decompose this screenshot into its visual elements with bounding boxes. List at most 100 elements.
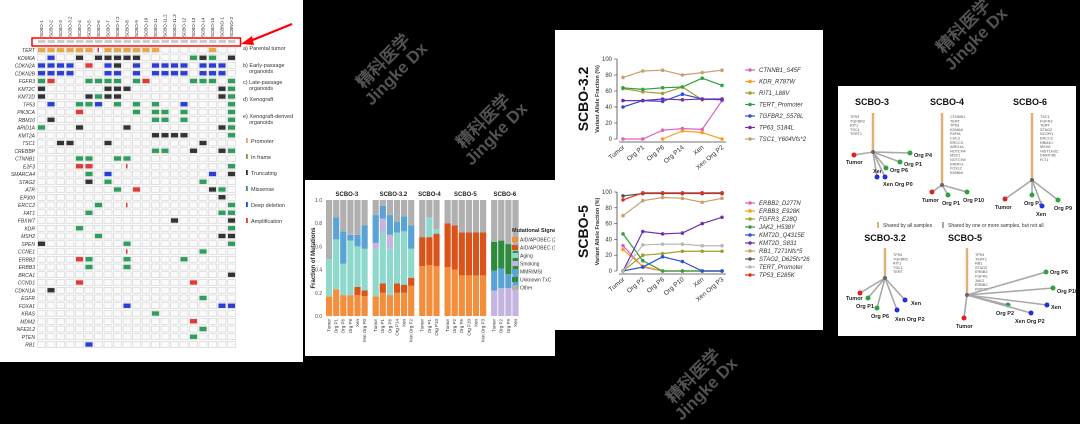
gene-label: ERBB3 [19,265,36,271]
gene-label: KMT2A [18,133,35,139]
oncoprint-cell [103,194,113,201]
sample-node [883,165,889,171]
oncoprint-cell [217,341,227,348]
x-tick-label: Org P2 [499,319,504,334]
data-point [660,91,665,96]
oncoprint-cell [75,294,84,302]
oncoprint-cell [151,155,160,162]
bar-segment [401,284,408,293]
oncoprint-cell [227,333,236,340]
sample-code-cell [180,40,188,43]
mutation-type-label: Missense [251,187,274,193]
bar-segment [386,215,393,235]
gene-label: MDM2 [20,319,35,325]
oncoprint-cell [141,54,151,61]
mutation-mark [180,71,188,76]
gene-label: CCND1 [18,281,35,287]
oncoprint-cell [189,85,198,92]
oncoprint-cell [113,209,122,216]
oncoprint-cell [217,240,227,247]
oncoprint-cell [65,263,75,271]
sample-code-cell [76,40,84,43]
mutation-mark [95,233,102,239]
oncoprint-cell [170,186,179,193]
x-tick-label: Org P6 [459,319,464,334]
oncoprint-cell [217,132,227,139]
oncoprint-cell [141,302,151,309]
mutation-mark [104,94,112,99]
bar-segment [354,295,361,316]
oncoprint-cell [141,70,151,77]
x-tick-label: Xen [355,319,360,328]
oncoprint-cell [113,194,122,201]
oncoprint-cell [65,294,75,302]
oncoprint-cell [37,279,46,286]
oncoprint-cell [103,271,113,278]
oncoprint-cell [65,155,75,162]
oncoprint-cell [151,170,160,178]
oncoprint-cell [141,155,151,162]
tree-branch [1031,179,1043,207]
oncoprint-cell [208,263,217,271]
oncoprint-cell [56,124,65,131]
oncoprint-cell [141,287,151,294]
oncoprint-cell [84,318,94,325]
oncoprint-cell [208,201,217,209]
oncoprint-cell [37,209,46,216]
legend-marker [748,209,752,213]
mutation-mark [161,71,169,76]
bar-segment [361,296,368,316]
gene-label: CDKN1A [15,288,36,294]
mutation-mark [190,280,197,285]
bar-segment [444,200,451,224]
oncoprint-cell [75,232,84,240]
sample-node-label: Tumor [956,324,974,330]
sample-label: SCBO-2 [49,20,54,37]
watermark-logo: 精科医学 Jingke Dx [932,0,1012,75]
bar-segment [379,200,386,206]
oncoprint-cell [37,54,46,61]
y-tick-label: 0 [609,269,613,275]
mutation-mark [123,257,131,262]
bar-segment [458,200,465,233]
oncoprint-cell [160,124,170,131]
oncoprint-cell [160,279,170,286]
oncoprint-cell [160,217,170,224]
oncoprint-cell [189,124,198,131]
legend-swatch [512,261,518,266]
oncoprint-cell [122,77,132,85]
y-tick-label: 0.2 [315,291,322,297]
oncoprint-cell [84,186,94,193]
mutation-mark [95,78,102,84]
bar-segment [480,232,487,276]
oncoprint-cell [75,178,84,185]
sample-code-cell [209,40,217,43]
trunk-gene-list: CTNNB1 TERT TP53 KDM6A RXRA CUL3 ERCC3 ARID1A NO… [950,115,966,175]
mutation-mark [38,241,45,246]
oncoprint-cell [208,225,217,232]
branch-node [883,276,887,280]
oncoprint-cell [151,163,160,170]
mutation-mark [76,280,83,285]
mutation-mark [171,71,178,76]
data-point [720,215,724,220]
oncoprint-cell [37,132,46,139]
sample-legend-item: d) Xenograft [243,97,274,103]
oncoprint-cell [37,163,46,170]
gene-label: RBM10 [18,118,35,124]
oncoprint-cell [170,178,179,185]
sample-label: SCBO-14 [201,17,206,37]
gene-label: CTNNB1 [15,157,35,163]
oncoprint-cell [217,201,227,209]
oncoprint-cell [37,170,46,178]
oncoprint-cell [46,139,56,147]
mutation-mark [85,63,93,68]
mutation-mark [104,86,112,91]
oncoprint-cell [37,108,46,116]
legend-marker [748,102,752,107]
oncoprint-cell [46,341,56,348]
bar-segment [472,232,480,276]
mutation-mark [199,78,207,84]
oncoprint-cell [56,186,65,193]
legend-label: Aging [520,254,533,260]
